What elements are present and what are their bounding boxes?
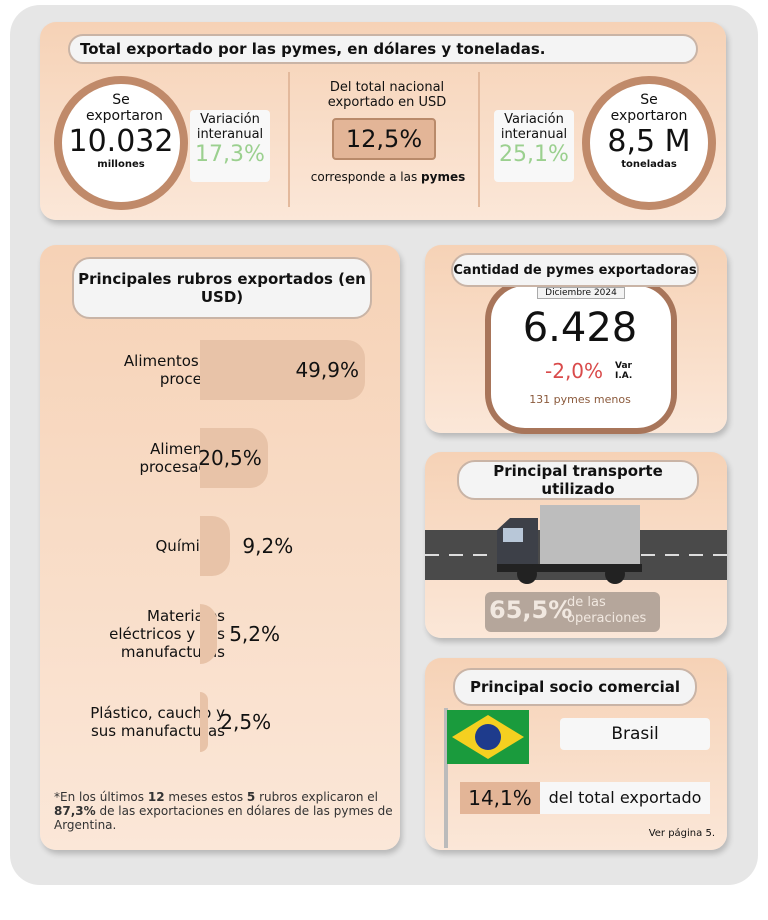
rubro-row: Alimentos procesados 20,5% <box>40 428 400 488</box>
truck-illustration <box>425 505 727 584</box>
var-ton: Variación interanual 25,1% <box>494 110 574 182</box>
pymes-panel: Cantidad de pymes exportadoras Diciembre… <box>425 245 727 434</box>
var-usd-value: 17,3% <box>195 142 265 167</box>
rubro-row: Plástico, caucho y sus manufacturas 2,5% <box>40 692 400 752</box>
rubros-panel: Principales rubros exportados (en USD) *… <box>40 245 400 850</box>
share-note: corresponde a las pymes <box>298 170 478 184</box>
transporte-label: de las operaciones <box>567 595 647 626</box>
footnote-part: de las exportaciones en dólares de las p… <box>54 804 393 832</box>
footnote-part: meses estos <box>168 790 244 804</box>
pymes-frame <box>485 280 677 434</box>
rubro-row: Alimentos sin procesar 49,9% <box>40 340 400 400</box>
ton-unit: toneladas <box>621 159 677 170</box>
socio-title: Principal socio comercial <box>453 668 697 706</box>
bar-value: 49,9% <box>295 358 359 382</box>
rubros-footnote: *En los últimos 12 meses estos 5 rubros … <box>54 790 394 832</box>
bar-value: 9,2% <box>242 534 294 558</box>
bar <box>200 604 218 664</box>
bar-value: 2,5% <box>220 710 272 734</box>
transporte-box <box>485 592 660 632</box>
footnote-part: 87,3% <box>54 804 96 818</box>
footnote-part: *En los últimos <box>54 790 145 804</box>
var-ton-label: Variación interanual <box>500 112 568 142</box>
pymes-title: Cantidad de pymes exportadoras <box>451 253 699 287</box>
pymes-variation: -2,0% <box>545 359 604 383</box>
bar <box>200 516 231 576</box>
socio-ref: Ver página 5. <box>648 828 715 839</box>
brazil-flag <box>447 710 529 764</box>
bar <box>200 692 209 752</box>
var-usd: Variación interanual 17,3% <box>190 110 270 182</box>
var-usd-label: Variación interanual <box>196 112 264 142</box>
transporte-panel: Principal transporte utilizado 65,5% de … <box>425 452 727 638</box>
socio-label: del total exportado <box>540 782 710 814</box>
share-note-bold: pymes <box>421 170 466 184</box>
footnote-part: 12 <box>147 790 165 804</box>
usd-label: Se exportaron <box>86 92 163 124</box>
socio-panel: Principal socio comercial Brasil 14,1% d… <box>425 658 727 850</box>
share-note-text: corresponde a las <box>310 170 418 184</box>
divider <box>288 72 290 207</box>
bar <box>200 340 365 400</box>
footnote-part: 5 <box>246 790 256 804</box>
divider <box>478 72 480 207</box>
flag-pole <box>444 708 448 848</box>
bar-value: 20,5% <box>198 446 262 470</box>
bar-value: 5,2% <box>229 622 280 646</box>
rubro-row: Materiales eléctricos y sus manufacturas… <box>40 604 400 664</box>
pymes-variation-label: Var I.A. <box>615 361 633 381</box>
rubro-row: Químicos 9,2% <box>40 516 400 576</box>
usd-value: 10.032 <box>68 124 174 159</box>
bar <box>200 428 268 488</box>
pymes-note: 131 pymes menos <box>529 393 631 406</box>
ton-label: Se exportaron <box>610 92 688 124</box>
transporte-title: Principal transporte utilizado <box>457 460 699 500</box>
transporte-value: 65,5% <box>489 596 573 624</box>
rubro-label: Plástico, caucho y sus manufacturas <box>90 704 225 740</box>
share-value: 12,5% <box>332 118 436 160</box>
socio-value: 14,1% <box>460 782 540 814</box>
share-label: Del total nacional exportado en USD <box>327 80 447 110</box>
ton-value: 8,5 M <box>607 124 691 159</box>
usd-circle: Se exportaron 10.032 millones <box>54 76 188 210</box>
var-ton-value: 25,1% <box>499 142 569 167</box>
rubros-title: Principales rubros exportados (en USD) <box>72 257 372 319</box>
ton-circle: Se exportaron 8,5 M toneladas <box>582 76 716 210</box>
summary-panel: Total exportado por las pymes, en dólare… <box>40 22 726 220</box>
pymes-date: Diciembre 2024 <box>537 287 625 299</box>
usd-unit: millones <box>97 159 145 170</box>
pymes-value: 6.428 <box>522 305 638 351</box>
footnote-part: rubros explicaron el <box>259 790 379 804</box>
summary-title: Total exportado por las pymes, en dólare… <box>68 34 698 64</box>
socio-country: Brasil <box>560 718 710 750</box>
